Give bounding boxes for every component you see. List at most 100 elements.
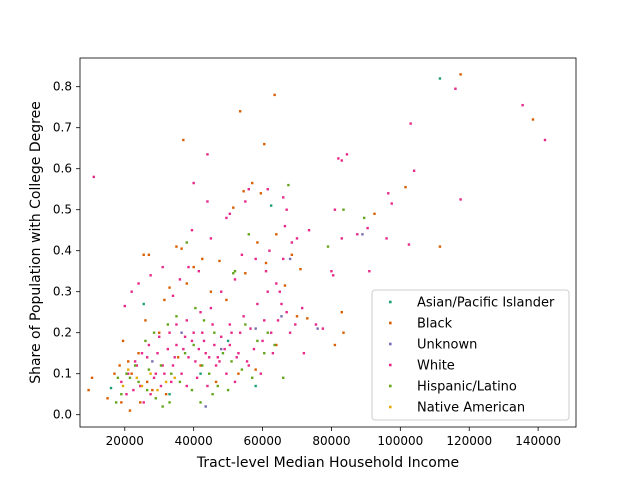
data-point [202,319,206,322]
data-point [109,386,113,390]
data-point [282,376,285,379]
data-point [206,200,209,203]
data-point [275,233,278,236]
data-point [266,331,269,334]
data-point [247,188,250,191]
data-point [276,319,280,322]
data-point [214,364,218,367]
data-point [264,270,268,273]
data-point [412,169,416,172]
data-point [142,302,145,306]
data-point [147,368,151,371]
data-point [130,372,133,375]
data-point [333,208,337,211]
data-point [287,183,290,187]
data-point [361,233,364,236]
data-point [154,372,157,375]
data-point [175,323,178,326]
data-point [90,376,94,379]
data-point [244,272,247,275]
data-point [459,73,462,76]
data-point [237,352,240,355]
data-point [175,245,178,248]
data-point [149,393,152,396]
data-point [362,216,366,220]
data-point [294,323,297,326]
data-point [273,93,276,97]
data-point [373,212,376,215]
data-point [240,253,244,256]
data-point [340,159,343,162]
data-point [228,343,232,347]
data-point [149,274,152,277]
data-point [290,253,294,256]
data-point [140,352,144,355]
data-point [218,259,221,263]
data-point [204,352,207,355]
data-point [199,364,202,367]
data-point [152,331,156,334]
data-point [543,138,547,142]
data-point [337,157,340,160]
data-point [264,261,268,265]
x-axis-label: Tract-level Median Household Income [196,455,459,471]
data-point [137,380,140,384]
data-point [409,122,412,125]
data-point [233,380,237,384]
legend-marker [389,300,392,304]
legend-item: Asian/Pacific Islander [389,296,555,311]
data-point [128,409,132,412]
data-point [230,331,233,334]
data-point [249,327,252,330]
data-point [180,372,183,375]
data-point [263,142,266,146]
data-point [137,352,140,355]
data-point [214,380,218,384]
data-point [123,304,126,308]
data-point [316,327,319,330]
data-point [209,290,213,293]
data-point [307,229,311,232]
data-point [268,249,271,252]
data-point [135,364,139,367]
data-point [232,272,235,275]
legend-item: Hispanic/Latino [389,380,517,395]
data-point [120,393,123,396]
legend-label: Native American [417,401,525,416]
data-point [438,77,442,80]
data-point [256,302,259,306]
data-point [161,265,164,269]
data-point [280,315,283,318]
data-point [223,347,226,351]
data-point [254,257,257,261]
legend-marker [389,405,392,409]
data-point [166,323,170,326]
data-point [263,352,266,355]
data-point [269,331,273,334]
data-point [114,401,118,404]
data-point [199,372,202,375]
data-point [207,372,211,375]
legend-marker [389,363,392,367]
data-point [168,393,171,396]
data-point [144,339,147,343]
data-point [194,306,197,310]
data-point [168,286,171,289]
data-point [288,331,292,334]
data-point [220,335,223,338]
data-point [251,181,254,185]
data-point [185,319,188,322]
data-point [159,384,163,388]
data-point [182,347,185,351]
data-point [295,237,299,240]
data-point [288,257,292,261]
data-point [201,257,204,261]
data-point [145,356,149,359]
legend-label: White [417,359,455,374]
data-point [147,253,151,256]
legend-frame [371,289,570,421]
data-point [233,278,237,281]
data-point [125,393,128,396]
